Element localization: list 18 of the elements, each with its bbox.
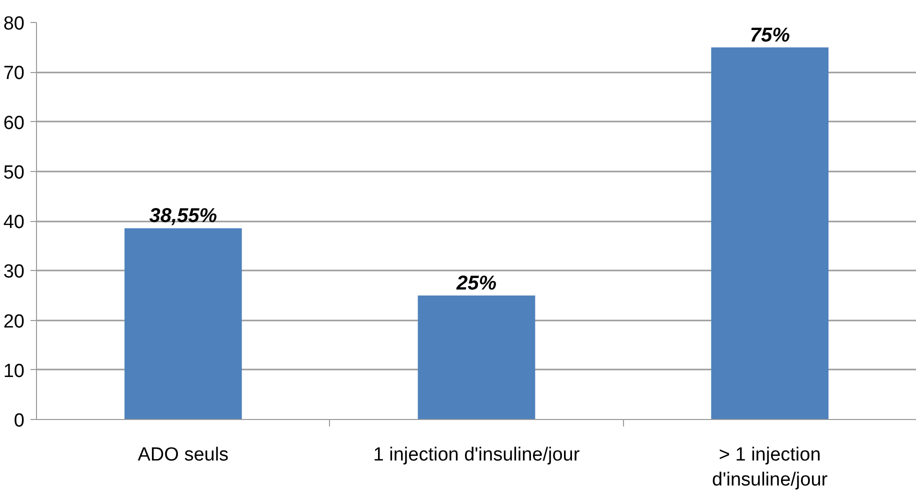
- bar: [711, 47, 828, 420]
- y-tick-label: 50: [3, 162, 25, 184]
- bar: [418, 295, 536, 420]
- bar: [124, 228, 242, 420]
- y-tick-label: 0: [14, 410, 25, 432]
- y-tick-label: 40: [3, 212, 25, 233]
- y-tick-label: 70: [3, 63, 25, 84]
- y-tick-label: 10: [3, 360, 25, 382]
- y-tick-label: 60: [3, 112, 25, 134]
- data-label: 25%: [455, 272, 497, 294]
- x-tick-label: 1 injection d'insuline/jour: [373, 444, 580, 466]
- y-tick-label: 30: [3, 262, 25, 283]
- x-tick-label: > 1 injection d'insuline/jour: [712, 444, 828, 491]
- data-label: 38,55%: [149, 205, 218, 228]
- y-tick-label: 20: [3, 311, 25, 332]
- data-label: 75%: [750, 24, 790, 46]
- x-tick-label: ADO seuls: [138, 444, 229, 466]
- y-tick-label: 80: [3, 14, 25, 34]
